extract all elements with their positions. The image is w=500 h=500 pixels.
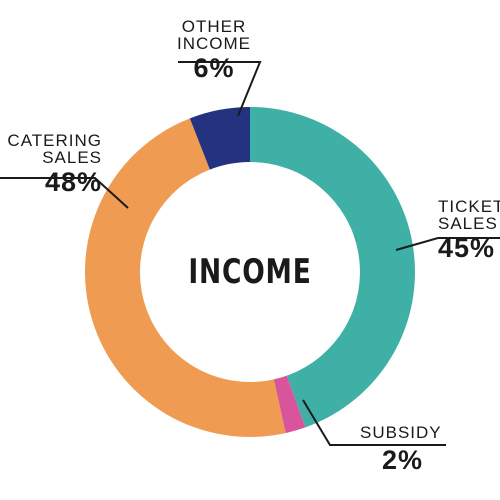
subsidy-pct: 2% <box>382 445 424 475</box>
slice-catering <box>85 118 286 437</box>
other-income-pct: 6% <box>193 53 235 83</box>
ticket-name-1: TICKET <box>438 197 500 216</box>
label-ticket-sales: TICKET SALES 45% <box>438 198 500 262</box>
slice-subsidy <box>273 375 306 434</box>
label-catering-sales: CATERING SALES 48% <box>7 132 102 196</box>
leader-line-catering <box>0 177 129 209</box>
ticket-name-2: SALES <box>438 214 498 233</box>
leader-line-subsidy <box>302 399 446 446</box>
label-subsidy: SUBSIDY 2% <box>360 424 442 474</box>
catering-name-1: CATERING <box>7 131 102 150</box>
label-other-income: OTHER INCOME 6% <box>177 18 251 82</box>
leader-line-ticket <box>395 237 500 251</box>
leader-line-other <box>178 61 262 117</box>
other-income-name-2: INCOME <box>177 34 251 53</box>
center-title: INCOME <box>188 252 312 292</box>
catering-pct: 48% <box>44 167 102 197</box>
catering-name-2: SALES <box>42 148 102 167</box>
other-income-name-1: OTHER <box>181 17 247 36</box>
slice-other <box>189 107 250 170</box>
subsidy-name: SUBSIDY <box>360 423 442 442</box>
slice-ticket <box>250 107 415 428</box>
ticket-pct: 45% <box>438 233 496 263</box>
